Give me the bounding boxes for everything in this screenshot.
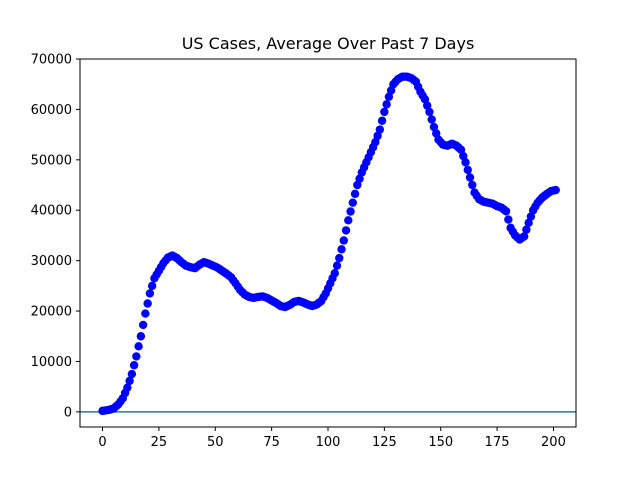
data-points (98, 72, 560, 416)
data-point (504, 215, 513, 224)
x-tick-label: 100 (316, 435, 341, 450)
data-point (350, 189, 360, 199)
x-tick-label: 125 (372, 435, 397, 450)
data-point (465, 173, 475, 182)
data-point (339, 236, 348, 245)
data-point (332, 261, 342, 270)
data-point (377, 116, 387, 125)
data-point (348, 198, 357, 207)
x-tick-label: 75 (263, 435, 280, 450)
data-point (123, 383, 132, 392)
data-point (125, 376, 134, 386)
data-point (425, 107, 434, 117)
plot-area: 0 25 50 75 100 125 150 175 200 0 10000 20000 30000 40… (31, 53, 577, 450)
data-point (141, 309, 150, 318)
data-point (346, 207, 355, 216)
data-point (341, 226, 351, 235)
data-point (147, 281, 157, 291)
data-point (127, 369, 137, 379)
data-point (129, 361, 139, 370)
data-point (380, 107, 389, 117)
data-point (526, 212, 536, 221)
y-tick-label: 40000 (31, 204, 72, 219)
data-point (522, 225, 531, 234)
data-point (384, 92, 394, 102)
data-point (386, 86, 396, 95)
data-point (136, 332, 146, 341)
y-tick-label: 60000 (31, 103, 72, 118)
data-point (371, 137, 380, 147)
data-point (519, 232, 529, 241)
data-point (432, 129, 441, 138)
y-tick-label: 10000 (31, 355, 72, 370)
data-point (353, 180, 362, 190)
y-tick-label: 50000 (31, 153, 72, 168)
x-tick-label: 200 (541, 435, 566, 450)
data-point (337, 245, 346, 254)
data-point (143, 299, 152, 308)
data-point (468, 180, 477, 190)
plot-frame (79, 58, 577, 428)
data-point (524, 218, 533, 228)
x-tick-label: 150 (428, 435, 453, 450)
data-point (382, 100, 391, 109)
y-tick-label: 0 (64, 405, 72, 420)
data-point (330, 269, 339, 278)
data-point (463, 165, 472, 175)
y-tick-label: 30000 (31, 254, 72, 269)
y-tick-label: 70000 (31, 53, 72, 68)
data-point (134, 342, 143, 351)
chart-title: US Cases, Average Over Past 7 Days (182, 34, 475, 53)
data-point (132, 352, 141, 361)
data-point (138, 320, 148, 330)
data-point (429, 122, 439, 132)
data-point (375, 125, 385, 134)
data-point (501, 207, 511, 216)
data-point (461, 158, 470, 167)
data-point (459, 151, 468, 161)
data-point (456, 145, 466, 154)
data-point (427, 115, 436, 124)
data-point (344, 216, 353, 225)
data-point (551, 185, 560, 195)
x-tick-label: 175 (485, 435, 510, 450)
data-point (355, 174, 364, 183)
data-point (145, 289, 155, 298)
x-tick-label: 0 (98, 435, 106, 450)
data-point (420, 95, 430, 104)
y-tick-label: 20000 (31, 305, 72, 320)
x-tick-label: 50 (207, 435, 224, 450)
x-tick-label: 25 (151, 435, 168, 450)
data-point (335, 253, 344, 263)
data-point (373, 131, 382, 141)
data-point (423, 101, 432, 110)
